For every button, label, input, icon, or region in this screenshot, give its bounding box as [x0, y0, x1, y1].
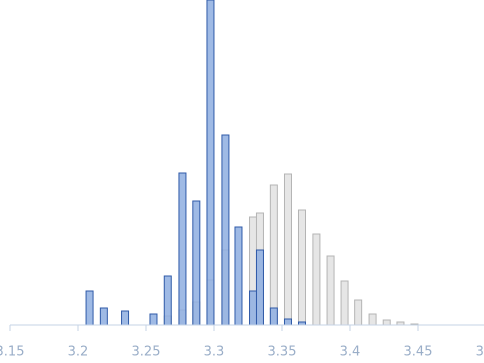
- x-tick-label: 3.45: [404, 345, 433, 360]
- bar: [340, 280, 349, 326]
- bar: [234, 226, 243, 326]
- bar: [221, 134, 230, 326]
- bar: [85, 290, 94, 326]
- bar: [269, 184, 278, 326]
- bar: [326, 255, 335, 326]
- x-tick-label: 3.4: [340, 345, 361, 360]
- bar: [354, 299, 363, 326]
- bar: [368, 313, 377, 326]
- bar: [297, 209, 306, 326]
- bar: [382, 319, 391, 326]
- bar: [206, 0, 215, 326]
- x-tick-label: 3.2: [68, 345, 89, 360]
- bar: [283, 318, 292, 326]
- x-tick-label: 3.3: [204, 345, 225, 360]
- bar: [283, 173, 292, 326]
- bar: [121, 310, 130, 326]
- x-tick-label: 3.5: [476, 345, 484, 360]
- bar: [312, 233, 321, 326]
- bar: [269, 307, 278, 326]
- x-tick-label: 3.35: [268, 345, 297, 360]
- bar: [255, 249, 264, 326]
- bar: [163, 275, 172, 326]
- bar: [99, 307, 108, 326]
- bar: [178, 172, 187, 326]
- bar: [249, 290, 258, 326]
- x-tick-label: 3.15: [0, 345, 24, 360]
- bar: [149, 313, 158, 326]
- x-tick-label: 3.25: [132, 345, 161, 360]
- bar: [192, 200, 201, 326]
